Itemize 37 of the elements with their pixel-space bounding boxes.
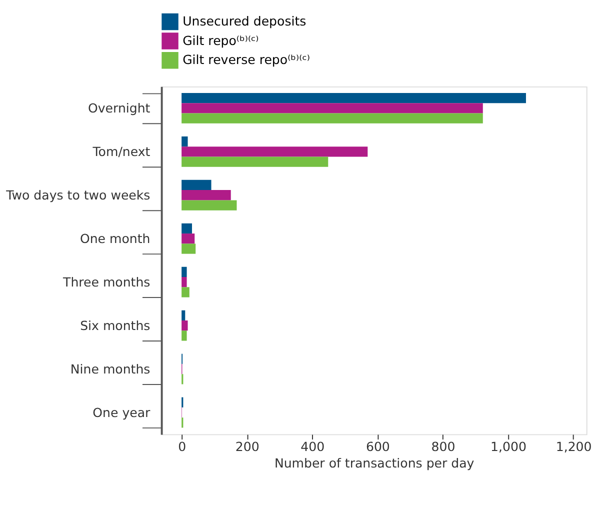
x-tick-label: 400 (300, 439, 325, 454)
bar (182, 320, 188, 331)
bar (182, 277, 187, 288)
bar (182, 200, 237, 210)
x-tick-label: 800 (431, 439, 456, 454)
y-tick-label: One month (80, 230, 150, 246)
bar (182, 136, 188, 147)
bar (182, 103, 483, 114)
y-tick-label: Overnight (88, 100, 150, 116)
bar (182, 234, 195, 244)
x-axis-title: Number of transactions per day (274, 456, 475, 471)
bar (182, 180, 212, 190)
bar (182, 266, 187, 277)
bar (182, 330, 187, 341)
y-tick-label: Three months (62, 274, 150, 290)
y-tick-label: One year (92, 404, 152, 420)
y-tick-label: Six months (80, 318, 150, 333)
y-tick-label: Tom/next (92, 144, 150, 160)
bar (182, 244, 196, 254)
x-tick-label: 1,200 (556, 439, 592, 454)
legend-label: Gilt repo⁽ᵇ⁾⁽ᶜ⁾ (182, 32, 259, 48)
bar (182, 223, 192, 234)
bar (182, 190, 231, 200)
legend-label: Unsecured deposits (182, 14, 306, 29)
y-tick-label: Nine months (70, 361, 150, 376)
x-tick-label: 200 (235, 439, 260, 454)
x-tick-label: 0 (178, 439, 186, 454)
bar (182, 146, 368, 157)
bar (182, 92, 526, 104)
legend-label: Gilt reverse repo⁽ᵇ⁾⁽ᶜ⁾ (182, 52, 310, 68)
bar (182, 310, 186, 320)
bar (182, 287, 190, 298)
bar (182, 113, 483, 124)
y-tick-label: Two days to two weeks (5, 187, 150, 202)
x-tick-label: 600 (366, 439, 390, 454)
bar (182, 156, 328, 167)
x-tick-label: 1,000 (490, 439, 526, 454)
